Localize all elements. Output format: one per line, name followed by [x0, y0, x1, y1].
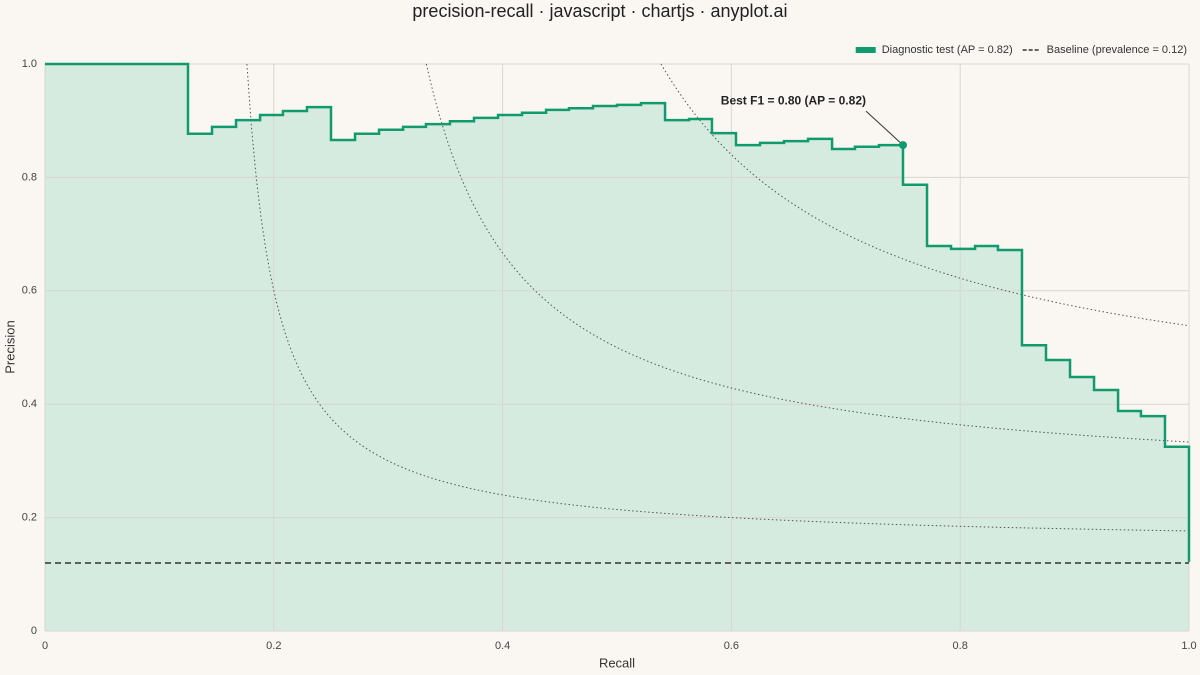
- legend-swatch: [855, 47, 876, 53]
- x-tick-label: 0.8: [953, 640, 968, 652]
- legend-label: Baseline (prevalence = 0.12): [1047, 44, 1187, 56]
- annotation-text: Best F1 = 0.80 (AP = 0.82): [721, 93, 866, 107]
- y-tick-label: 0.6: [22, 285, 37, 297]
- x-tick-label: 0.6: [724, 640, 739, 652]
- x-tick-label: 0.2: [266, 640, 281, 652]
- content: Best F1 = 0.80 (AP = 0.82): [45, 62, 1191, 564]
- area-layer: [45, 64, 1189, 631]
- x-tick-label: 0: [42, 640, 48, 652]
- x-tick-label: 0.4: [495, 640, 510, 652]
- iso-f1-curve: [246, 63, 1190, 532]
- area-fill: [45, 64, 1189, 631]
- legend: Baseline (prevalence = 0.12) Diagnostic t…: [855, 44, 1187, 56]
- x-axis-label: Recall: [599, 655, 635, 670]
- y-tick-label: 0: [31, 625, 37, 637]
- y-tick-label: 0.4: [22, 398, 37, 410]
- grid: [44, 63, 1190, 632]
- pr-curve: [45, 62, 1191, 562]
- chart-title: precision-recall · javascript · chartjs …: [412, 1, 787, 21]
- x-tick-label: 1.0: [1181, 640, 1196, 652]
- iso-f1-curve: [660, 63, 1190, 327]
- y-tick-label: 1.0: [22, 58, 37, 70]
- y-tick-label: 0.2: [22, 512, 37, 524]
- annotation-arrow: [865, 110, 904, 146]
- legend-label: Diagnostic test (AP = 0.82): [882, 44, 1013, 56]
- y-axis-label: Precision: [2, 320, 17, 373]
- y-tick-label: 0.8: [22, 171, 37, 183]
- best-f1-point: [899, 141, 907, 150]
